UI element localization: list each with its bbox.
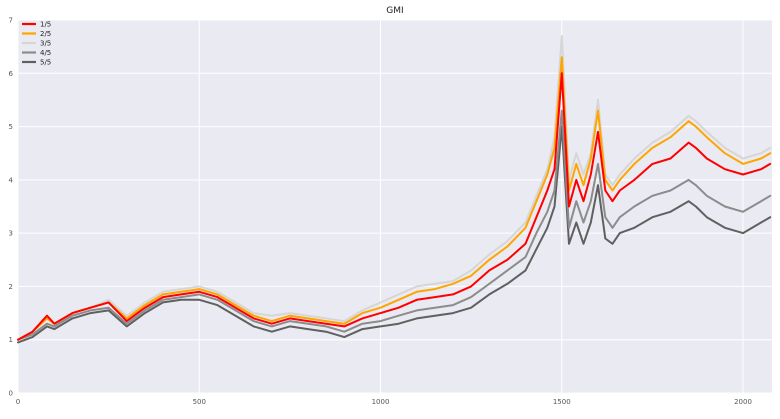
legend-label: 4/5 <box>40 49 51 57</box>
legend-label: 2/5 <box>40 30 51 38</box>
x-tick-label: 1000 <box>372 398 390 406</box>
y-tick-label: 1 <box>9 336 13 344</box>
y-tick-label: 6 <box>9 70 14 78</box>
legend-label: 1/5 <box>40 21 51 29</box>
y-tick-label: 3 <box>9 230 13 238</box>
y-axis-ticks: 0 1 2 3 4 5 6 7 <box>9 17 14 398</box>
gridlines <box>17 19 772 394</box>
series-line-1 <box>17 72 772 341</box>
y-tick-label: 2 <box>9 283 13 291</box>
legend: 1/52/5 3/54/5 5/5 <box>22 21 51 67</box>
x-tick-label: 1500 <box>553 398 571 406</box>
series-line-2 <box>17 56 772 341</box>
chart-title: GMI <box>386 6 403 16</box>
y-tick-label: 0 <box>9 390 13 398</box>
x-tick-label: 500 <box>193 398 206 406</box>
series-line-4 <box>17 109 772 341</box>
x-tick-label: 0 <box>16 398 20 406</box>
series-line-3 <box>17 35 772 341</box>
x-axis-ticks: 0 500 1000 1500 2000 <box>16 398 752 406</box>
x-tick-label: 2000 <box>734 398 752 406</box>
series-lines <box>17 35 772 344</box>
y-tick-label: 5 <box>9 123 13 131</box>
y-tick-label: 7 <box>9 17 13 25</box>
y-tick-label: 4 <box>9 176 14 184</box>
legend-label: 5/5 <box>40 59 51 67</box>
plot-area <box>18 20 772 393</box>
legend-label: 3/5 <box>40 40 51 48</box>
series-line-5 <box>17 125 772 344</box>
